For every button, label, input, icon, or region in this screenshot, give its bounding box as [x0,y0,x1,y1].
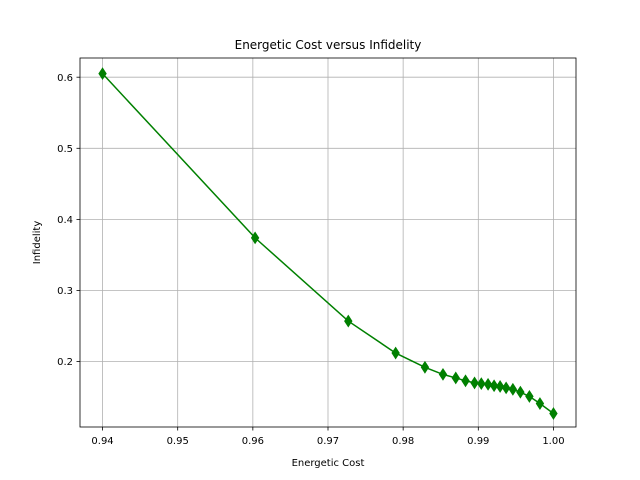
x-axis-label: Energetic Cost [292,458,365,469]
data-point [98,67,107,81]
data-point [461,374,470,388]
data-point [470,376,479,390]
x-tick-label: 0.96 [242,436,264,447]
data-point [489,379,499,393]
grid-lines [80,58,576,427]
y-tick-label: 0.3 [57,286,73,297]
data-point [451,371,460,385]
y-tick-label: 0.5 [57,144,73,155]
chart-title: Energetic Cost versus Infidelity [235,38,422,52]
data-point [250,231,260,245]
x-axis-ticks: 0.94 0.95 0.96 0.97 0.98 0.99 1.00 [91,427,565,447]
data-point [516,385,525,399]
x-tick-label: 0.99 [467,436,489,447]
data-point [525,390,534,403]
data-point [495,380,505,393]
data-point [508,382,518,396]
data-point [477,377,486,391]
data-point [483,377,493,391]
x-tick-label: 0.98 [392,436,414,447]
data-point [344,314,353,328]
x-tick-label: 0.94 [91,436,113,447]
data-point [549,407,558,420]
data-point [420,360,430,374]
x-tick-label: 1.00 [542,436,564,447]
y-axis-label: Infidelity [32,221,43,265]
plot-series [98,67,558,420]
data-point [438,367,448,381]
y-tick-label: 0.6 [57,73,73,84]
x-tick-label: 0.95 [167,436,189,447]
y-tick-label: 0.4 [57,215,73,226]
data-point [501,381,511,395]
data-point [535,397,545,410]
x-tick-label: 0.97 [317,436,339,447]
y-tick-label: 0.2 [57,357,73,368]
y-axis-ticks: 0.2 0.3 0.4 0.5 0.6 [57,73,80,368]
data-point [391,346,400,360]
